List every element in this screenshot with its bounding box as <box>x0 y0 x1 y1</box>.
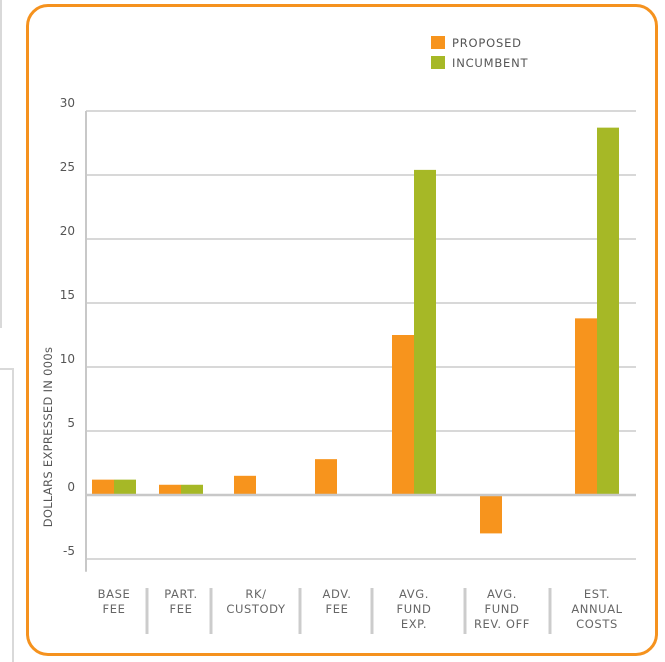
y-tick-label: 0 <box>67 480 75 494</box>
legend-label-incumbent: INCUMBENT <box>452 56 529 70</box>
bar-proposed-6 <box>575 318 597 495</box>
x-category-label: FEE <box>103 602 126 616</box>
legend-swatch-proposed <box>431 36 445 49</box>
x-category-label: REV. OFF <box>474 617 530 631</box>
y-tick-labels: 30 25 20 15 10 5 0 -5 <box>60 96 75 558</box>
x-category-label: BASE <box>98 587 131 601</box>
chart-frame <box>26 4 658 656</box>
x-category-label: EXP. <box>401 617 427 631</box>
bar-incumbent-0 <box>114 479 136 495</box>
legend-label-proposed: PROPOSED <box>452 36 522 50</box>
legend-swatch-incumbent <box>431 56 445 69</box>
y-tick-label: 20 <box>60 224 75 238</box>
bar-proposed-3 <box>315 459 337 495</box>
bar-proposed-4 <box>392 335 414 495</box>
bar-proposed-5 <box>480 495 502 534</box>
bar-incumbent-1 <box>181 484 203 495</box>
left-border-line-top <box>0 0 2 328</box>
y-tick-label: 30 <box>60 96 75 110</box>
x-category-label: AVG. <box>399 587 429 601</box>
x-category-label: FEE <box>170 602 193 616</box>
x-category-label: EST. <box>584 587 610 601</box>
x-category-label: RK/ <box>245 587 266 601</box>
x-category-label: FUND <box>485 602 520 616</box>
x-category-label: PART. <box>164 587 198 601</box>
grid-lines <box>86 110 636 560</box>
x-category-label: COSTS <box>576 617 618 631</box>
y-tick-label: 10 <box>60 352 75 366</box>
x-category-label: ANNUAL <box>571 602 622 616</box>
y-tick-label: 5 <box>67 416 75 430</box>
bar-proposed-1 <box>159 484 181 495</box>
legend: PROPOSED INCUMBENT <box>431 36 529 70</box>
x-category-label: FEE <box>326 602 349 616</box>
bar-incumbent-6 <box>597 127 619 495</box>
category-labels: BASEFEEPART.FEERK/CUSTODYADV.FEEAVG.FUND… <box>98 587 622 634</box>
bars <box>92 127 619 534</box>
x-category-label: FUND <box>397 602 432 616</box>
bar-proposed-2 <box>234 475 256 495</box>
y-tick-label: 15 <box>60 288 75 302</box>
bar-proposed-0 <box>92 479 114 495</box>
y-tick-label: 25 <box>60 160 75 174</box>
left-border-line-bottom <box>12 368 14 662</box>
bar-incumbent-4 <box>414 169 436 495</box>
x-category-label: ADV. <box>323 587 352 601</box>
x-category-label: AVG. <box>487 587 517 601</box>
left-border-line-corner <box>0 368 14 370</box>
y-tick-label: -5 <box>63 544 75 558</box>
axes <box>85 111 636 572</box>
y-axis-title: DOLLARS EXPRESSED IN 000s <box>41 347 55 528</box>
x-category-label: CUSTODY <box>226 602 286 616</box>
